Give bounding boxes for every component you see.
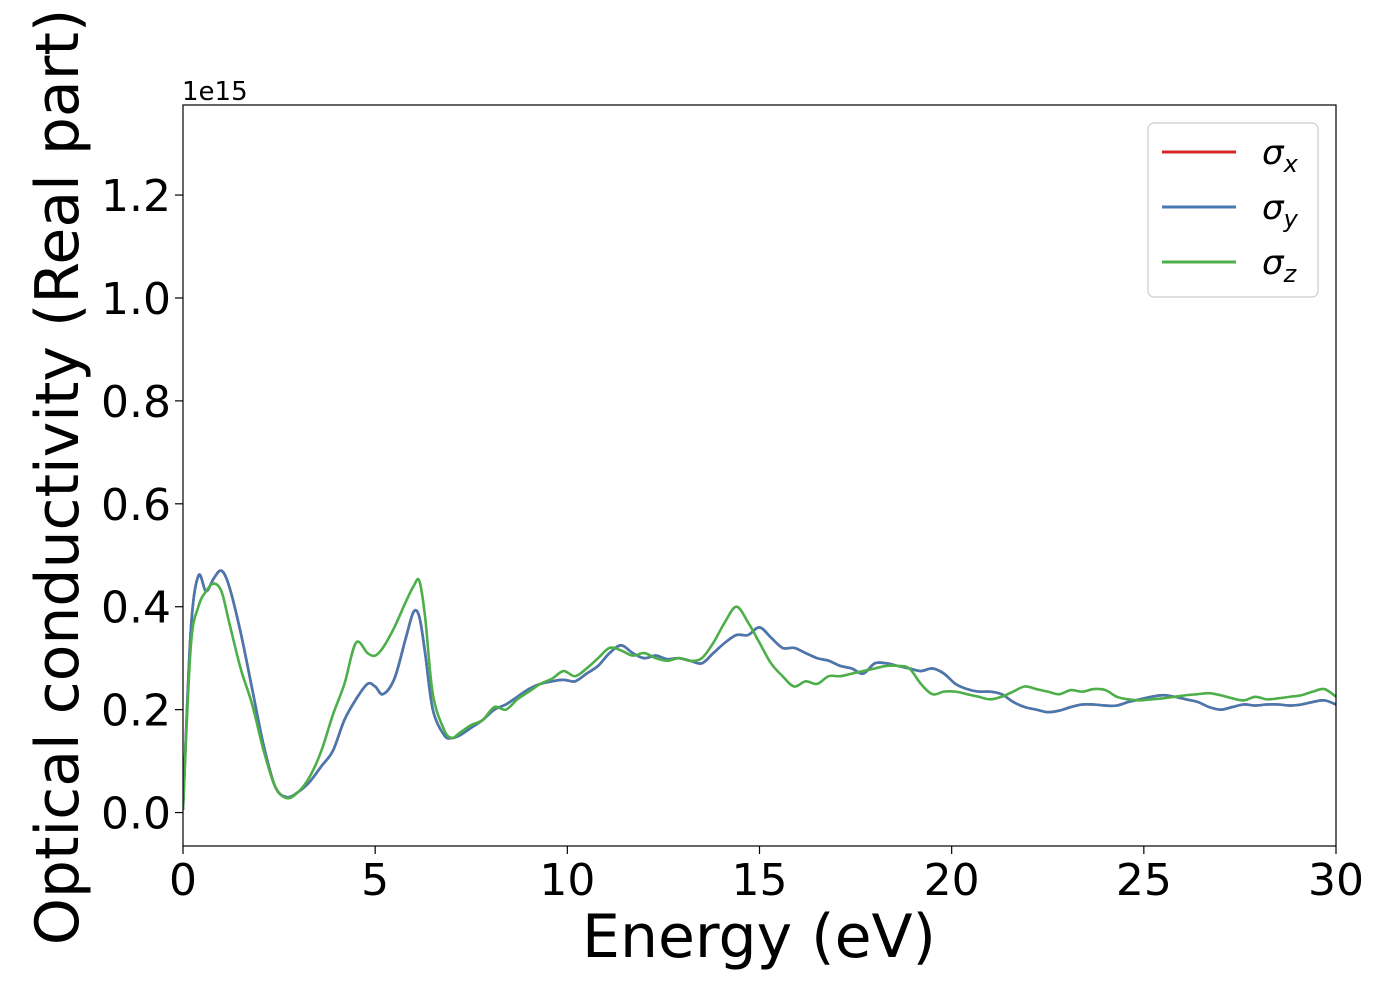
y-axis: 0.0 0.2 0.4 0.6 0.8 1.0 1.2 xyxy=(101,171,183,840)
x-tick-label: 25 xyxy=(1116,855,1172,906)
y-tick-label: 0.2 xyxy=(101,686,171,737)
series-line-sigma-z xyxy=(183,577,1336,811)
x-tick-label: 10 xyxy=(539,855,595,906)
y-tick-label: 1.0 xyxy=(101,274,171,325)
legend: σx σy σz xyxy=(1147,122,1319,298)
legend-label-sigma-x: σx xyxy=(1262,133,1299,178)
legend-label-sigma-z: σz xyxy=(1262,243,1298,288)
x-axis-label: Energy (eV) xyxy=(582,902,936,972)
y-tick-label: 1.2 xyxy=(101,171,171,222)
y-tick-label: 0.0 xyxy=(101,789,171,840)
y-tick-label: 0.6 xyxy=(101,480,171,531)
x-tick-label: 30 xyxy=(1308,855,1364,906)
y-tick-label: 0.8 xyxy=(101,377,171,428)
legend-box xyxy=(1147,122,1319,298)
x-tick-label: 15 xyxy=(732,855,788,906)
legend-label-sigma-y: σy xyxy=(1262,188,1299,233)
series-layer xyxy=(183,569,1336,811)
x-tick-label: 5 xyxy=(361,855,389,906)
y-offset-text: 1e15 xyxy=(182,77,248,107)
x-tick-label: 0 xyxy=(169,855,197,906)
y-tick-label: 0.4 xyxy=(101,583,171,634)
x-tick-label: 20 xyxy=(924,855,980,906)
y-axis-label: Optical conductivity (Real part) xyxy=(23,9,93,946)
x-axis: 0 5 10 15 20 25 30 xyxy=(169,846,1364,906)
